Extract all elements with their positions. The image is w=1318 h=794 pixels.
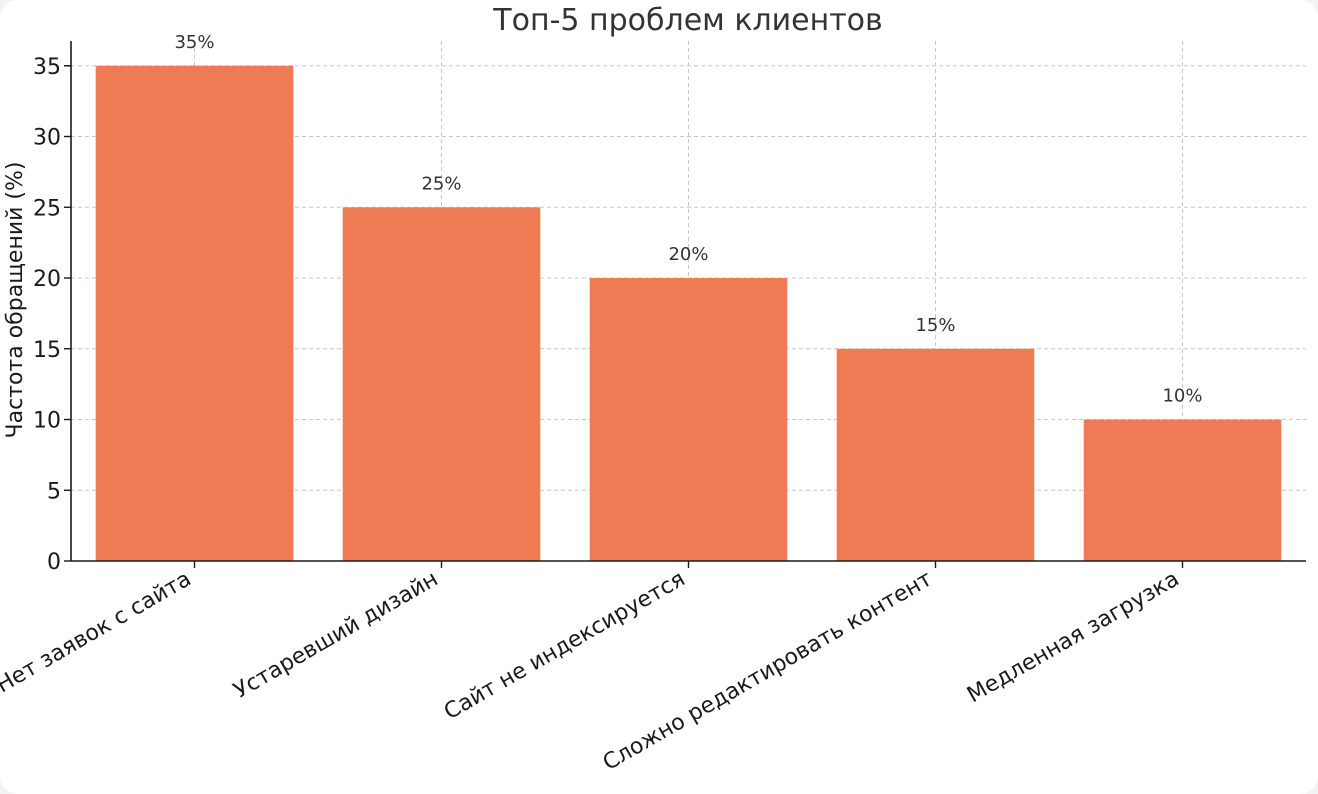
y-tick-label: 20 — [33, 267, 61, 292]
bar — [342, 207, 541, 562]
y-tick-label: 5 — [47, 479, 61, 504]
bar — [1083, 419, 1282, 561]
y-tick-label: 10 — [33, 409, 61, 434]
x-tick-label: Нет заявок с сайта — [0, 567, 196, 699]
chart-title: Топ-5 проблем клиентов — [492, 3, 882, 38]
data-labels: 35% 25% 20% 15% 10% — [174, 32, 1202, 407]
y-axis-label: Частота обращений (%) — [3, 162, 28, 439]
bar — [95, 65, 294, 561]
bar — [836, 348, 1035, 561]
y-tick-label: 30 — [33, 126, 61, 151]
y-tick-label: 15 — [33, 338, 61, 363]
y-tick-label: 35 — [33, 55, 61, 80]
y-tick-label: 25 — [33, 196, 61, 221]
data-label: 25% — [421, 173, 461, 194]
x-tick-label: Медленная загрузка — [963, 567, 1183, 709]
bar — [589, 278, 788, 561]
x-tick-label: Сайт не индексируется — [440, 567, 689, 725]
data-label: 20% — [668, 244, 708, 265]
data-label: 10% — [1162, 386, 1202, 407]
bars — [95, 65, 1282, 562]
data-label: 35% — [174, 32, 214, 53]
data-label: 15% — [915, 315, 955, 336]
y-tick-label: 0 — [47, 550, 61, 575]
x-tick-label: Устаревший дизайн — [230, 567, 443, 704]
